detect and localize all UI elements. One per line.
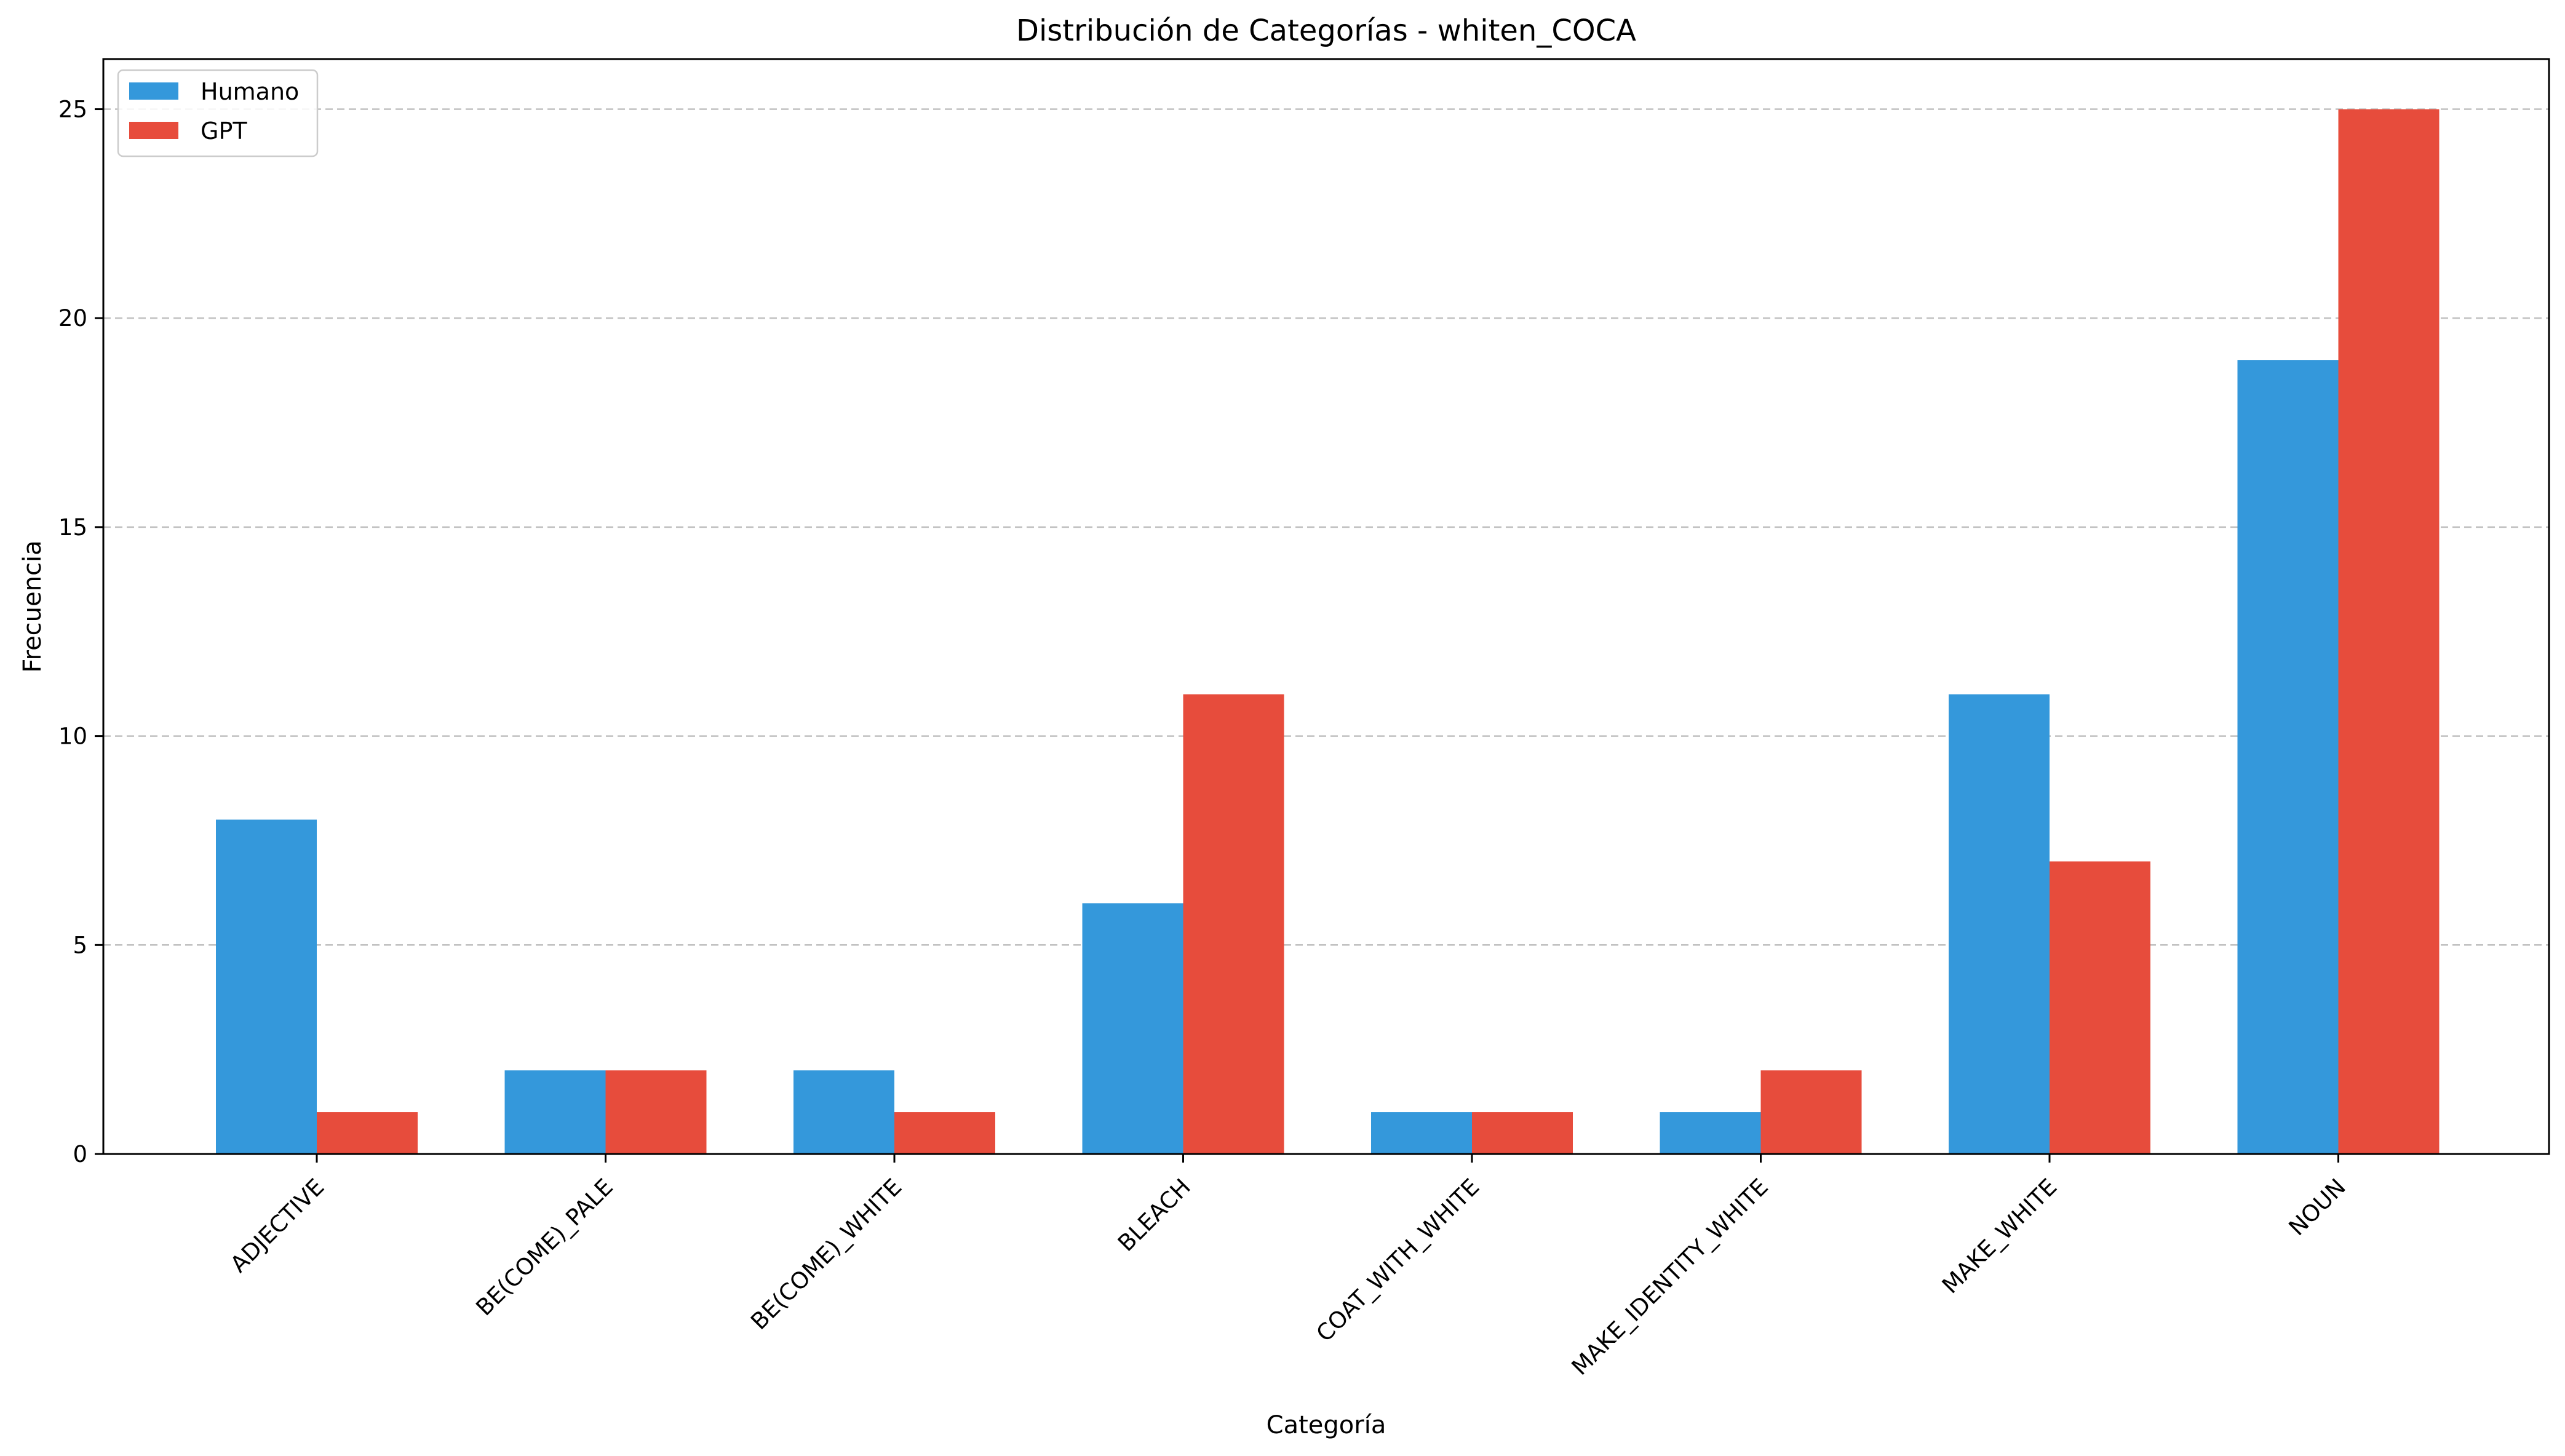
legend-swatch-gpt: [129, 122, 178, 139]
bar-humano-be-come-pale: [504, 1070, 606, 1154]
legend-label-gpt: GPT: [201, 117, 247, 145]
bar-gpt-noun: [2338, 109, 2440, 1154]
y-tick-label: 15: [58, 514, 87, 541]
y-axis-title: Frecuencia: [18, 540, 47, 672]
bar-humano-coat-with-white: [1371, 1112, 1472, 1154]
chart-title: Distribución de Categorías - whiten_COCA: [1016, 14, 1636, 48]
bar-gpt-be-come-pale: [605, 1070, 707, 1154]
legend-swatch-humano: [129, 82, 178, 100]
y-axis-ticks: 0 5 10 15 20 25: [58, 97, 103, 1168]
y-tick-label: 20: [58, 305, 87, 332]
bar-gpt-be-come-white: [894, 1112, 995, 1154]
y-tick-label: 25: [58, 97, 87, 123]
bars: [216, 109, 2440, 1154]
bar-gpt-adjective: [317, 1112, 418, 1154]
bar-humano-make-identity-white: [1660, 1112, 1761, 1154]
legend: Humano GPT: [117, 69, 319, 157]
bar-humano-bleach: [1082, 903, 1183, 1154]
bar-gpt-make-identity-white: [1760, 1070, 1862, 1154]
bar-humano-make-white: [1949, 694, 2050, 1154]
y-tick-label: 10: [58, 723, 87, 750]
plot-frame: [102, 58, 2550, 1155]
y-tick-label: 0: [73, 1141, 87, 1168]
y-tick-label: 5: [73, 932, 87, 958]
bar-gpt-make-white: [2050, 861, 2150, 1154]
bar-humano-noun: [2237, 360, 2339, 1154]
bar-humano-be-come-white: [793, 1070, 894, 1154]
legend-label-humano: Humano: [201, 78, 299, 105]
bar-humano-adjective: [216, 819, 317, 1154]
bar-gpt-bleach: [1183, 694, 1284, 1154]
x-axis-title: Categoría: [1267, 1411, 1386, 1439]
bar-gpt-coat-with-white: [1472, 1112, 1573, 1154]
